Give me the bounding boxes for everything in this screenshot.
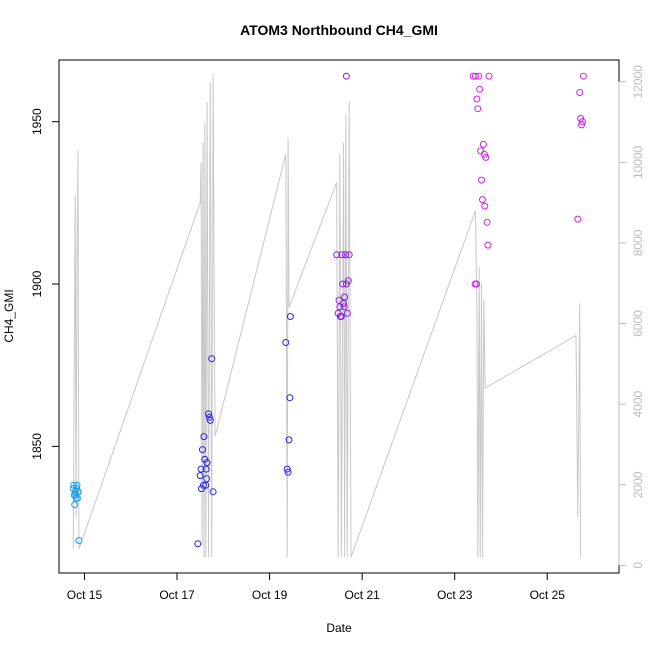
data-point: [73, 481, 81, 489]
data-point: [199, 446, 206, 454]
data-point: [196, 472, 204, 480]
data-point: [284, 468, 292, 476]
data-point: [577, 114, 585, 122]
data-point: [205, 410, 212, 418]
y-tick-label: 1850: [30, 433, 44, 460]
data-point: [342, 251, 349, 259]
data-point: [477, 147, 485, 155]
data-point: [335, 296, 343, 304]
x-tick-label: Oct 21: [344, 588, 380, 602]
data-point: [342, 72, 350, 80]
data-point: [206, 416, 214, 424]
data-point: [341, 293, 349, 301]
data-point: [479, 140, 487, 148]
data-point: [75, 537, 83, 544]
data-point: [576, 89, 584, 96]
data-point: [71, 488, 79, 496]
data-point: [485, 72, 493, 80]
data-point: [285, 436, 293, 444]
y2-tick-label: 4000: [631, 390, 645, 417]
scatter-points-layer: [69, 72, 587, 548]
data-point: [209, 488, 217, 496]
data-point: [208, 355, 216, 363]
y2-tick-label: 0: [631, 562, 645, 569]
x-axis-label: Date: [326, 621, 352, 635]
data-point: [475, 72, 483, 80]
y2-tick-label: 12000: [631, 65, 645, 99]
data-point: [478, 176, 485, 184]
x-tick-label: Oct 25: [530, 588, 566, 602]
data-point: [286, 313, 294, 320]
data-point: [282, 339, 290, 346]
data-point: [578, 118, 586, 126]
data-point: [474, 105, 482, 113]
data-point: [74, 494, 81, 502]
data-point: [479, 196, 486, 204]
data-point: [481, 202, 489, 210]
data-point: [333, 251, 341, 259]
data-point: [484, 241, 492, 249]
data-point: [194, 540, 202, 548]
data-point: [483, 218, 491, 226]
data-point: [574, 215, 582, 223]
data-point: [70, 481, 78, 489]
x-tick-label: Oct 19: [252, 588, 288, 602]
data-point: [202, 465, 210, 473]
y-axis-label: CH4_GMI: [2, 289, 16, 342]
data-point: [71, 501, 79, 509]
y-axis-right: 0 2000 4000 6000 8000 10000 12000: [618, 65, 645, 569]
x-axis: Oct 15 Oct 17 Oct 19 Oct 21 Oct 23 Oct 25: [67, 572, 566, 602]
data-point: [74, 488, 82, 496]
data-point: [197, 465, 205, 473]
data-point: [472, 72, 479, 80]
y-tick-label: 1950: [30, 108, 44, 135]
y-tick-label: 1900: [30, 270, 44, 297]
data-point: [339, 280, 347, 288]
data-point: [199, 481, 207, 489]
data-point: [340, 303, 348, 311]
data-point: [286, 394, 294, 402]
y2-tick-label: 8000: [631, 229, 645, 256]
data-point: [578, 121, 585, 129]
data-point: [337, 313, 345, 320]
data-point: [345, 251, 353, 259]
altitude-line-layer: [72, 73, 582, 558]
data-point: [203, 459, 211, 467]
y2-tick-label: 2000: [631, 471, 645, 498]
data-point: [344, 277, 352, 285]
y-axis-left: 1850 1900 1950: [30, 108, 60, 460]
y2-tick-label: 10000: [631, 145, 645, 179]
chart-title: ATOM3 Northbound CH4_GMI: [240, 22, 438, 38]
data-point: [283, 465, 291, 473]
data-point: [482, 153, 490, 161]
x-tick-label: Oct 15: [67, 588, 103, 602]
x-tick-label: Oct 23: [437, 588, 473, 602]
data-point: [340, 300, 348, 307]
data-point: [473, 280, 480, 288]
x-tick-label: Oct 17: [159, 588, 195, 602]
data-point: [343, 309, 351, 317]
data-point: [200, 433, 208, 441]
data-point: [579, 72, 587, 80]
altitude-line: [72, 73, 582, 558]
data-point: [202, 481, 210, 489]
data-point: [338, 251, 346, 259]
data-point: [480, 150, 488, 158]
data-point: [205, 413, 213, 421]
data-point: [203, 475, 211, 483]
y2-tick-label: 6000: [631, 310, 645, 337]
data-point: [473, 95, 481, 103]
data-point: [476, 85, 484, 93]
